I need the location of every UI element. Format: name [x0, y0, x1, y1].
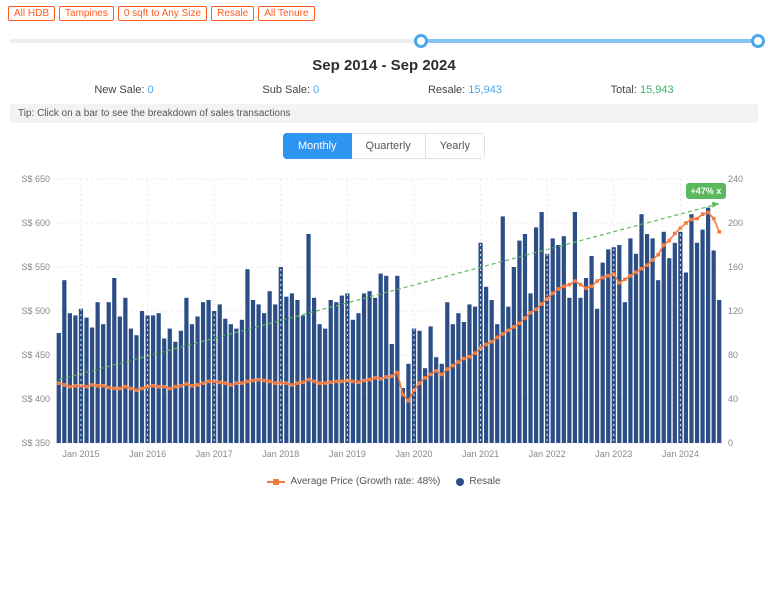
svg-text:Jan 2023: Jan 2023: [595, 449, 632, 459]
svg-text:0: 0: [728, 438, 733, 448]
svg-text:S$ 450: S$ 450: [21, 350, 50, 360]
stats-row: New Sale: 0 Sub Sale: 0 Resale: 15,943 T…: [0, 80, 768, 104]
svg-text:Jan 2018: Jan 2018: [262, 449, 299, 459]
filter-row: All HDB Tampines 0 sqft to Any Size Resale A…: [0, 0, 768, 27]
filter-tag[interactable]: All HDB: [8, 6, 55, 21]
svg-text:S$ 350: S$ 350: [21, 438, 50, 448]
filter-tag[interactable]: Tampines: [59, 6, 114, 21]
svg-text:Jan 2022: Jan 2022: [529, 449, 566, 459]
svg-text:S$ 550: S$ 550: [21, 262, 50, 272]
svg-text:40: 40: [728, 394, 738, 404]
svg-text:Jan 2016: Jan 2016: [129, 449, 166, 459]
new-sale-value: 0: [148, 84, 154, 96]
svg-text:+47% x: +47% x: [691, 186, 722, 196]
svg-text:240: 240: [728, 174, 743, 184]
total-label: Total:: [611, 84, 637, 96]
resale-label: Resale:: [428, 84, 465, 96]
slider-thumb-right[interactable]: [751, 34, 765, 48]
svg-text:Jan 2024: Jan 2024: [662, 449, 699, 459]
svg-text:200: 200: [728, 218, 743, 228]
chart-legend: Average Price (Growth rate: 48%) Resale: [0, 472, 768, 493]
svg-text:120: 120: [728, 306, 743, 316]
resale-value: 15,943: [468, 84, 502, 96]
svg-text:160: 160: [728, 262, 743, 272]
svg-text:Jan 2019: Jan 2019: [329, 449, 366, 459]
sub-sale-label: Sub Sale:: [262, 84, 310, 96]
svg-text:Jan 2020: Jan 2020: [395, 449, 432, 459]
svg-text:S$ 400: S$ 400: [21, 394, 50, 404]
svg-text:Jan 2015: Jan 2015: [62, 449, 99, 459]
legend-bar-label: Resale: [469, 476, 500, 487]
interval-tabs: Monthly Quarterly Yearly: [283, 133, 485, 159]
slider-thumb-left[interactable]: [414, 34, 428, 48]
tab-quarterly[interactable]: Quarterly: [352, 133, 426, 159]
svg-text:Jan 2017: Jan 2017: [196, 449, 233, 459]
date-range-title: Sep 2014 - Sep 2024: [0, 57, 768, 74]
svg-text:S$ 600: S$ 600: [21, 218, 50, 228]
price-volume-chart[interactable]: S$ 350 S$ 400 S$ 450 S$ 500 S$ 550 S$ 600 S$ 6…: [12, 169, 756, 469]
svg-text:S$ 500: S$ 500: [21, 306, 50, 316]
filter-tag[interactable]: Resale: [211, 6, 254, 21]
filter-tag[interactable]: 0 sqft to Any Size: [118, 6, 207, 21]
date-range-slider[interactable]: [0, 27, 768, 49]
svg-text:80: 80: [728, 350, 738, 360]
svg-text:Jan 2021: Jan 2021: [462, 449, 499, 459]
new-sale-label: New Sale:: [94, 84, 144, 96]
bar-swatch-icon: [456, 478, 464, 486]
tab-yearly[interactable]: Yearly: [426, 133, 485, 159]
line-swatch-icon: [267, 481, 285, 483]
svg-text:S$ 650: S$ 650: [21, 174, 50, 184]
filter-tag[interactable]: All Tenure: [258, 6, 314, 21]
legend-line-label: Average Price (Growth rate: 48%): [290, 476, 440, 487]
total-value: 15,943: [640, 84, 674, 96]
tip-bar: Tip: Click on a bar to see the breakdown…: [10, 104, 758, 123]
tab-monthly[interactable]: Monthly: [283, 133, 352, 159]
sub-sale-value: 0: [313, 84, 319, 96]
